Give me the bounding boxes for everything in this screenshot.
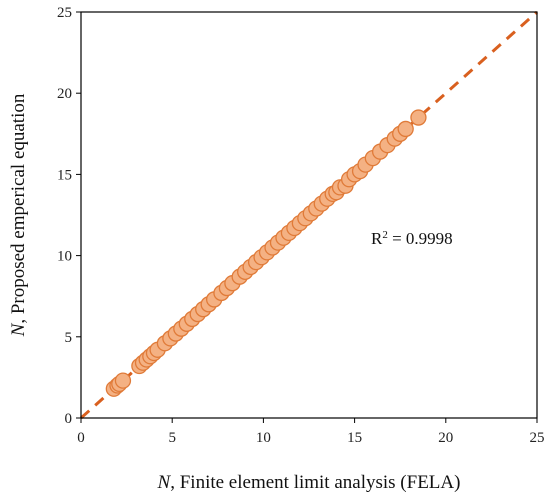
data-point: [410, 109, 427, 126]
y-tick-label: 20: [57, 86, 72, 102]
x-tick-label: 15: [347, 430, 362, 446]
plot-area-frame: [80, 11, 538, 419]
data-point: [397, 120, 414, 138]
x-tick-label: 25: [530, 430, 545, 446]
x-tick-label: 10: [256, 430, 271, 446]
y-tick-label: 10: [57, 249, 72, 265]
y-tick-label: 25: [57, 5, 72, 21]
x-tick-label: 5: [168, 430, 176, 446]
y-tick-label: 15: [57, 167, 72, 183]
data-point: [114, 372, 132, 389]
y-tick-label: 5: [65, 330, 73, 346]
r-squared-annotation: R2 = 0.9998: [371, 229, 453, 248]
y-axis-title: N, Proposed emperical equation: [8, 93, 29, 337]
x-tick-label: 20: [438, 430, 453, 446]
x-axis-title: N, Finite element limit analysis (FELA): [157, 472, 461, 493]
y-tick-label: 0: [65, 411, 73, 427]
x-tick-label: 0: [77, 430, 85, 446]
